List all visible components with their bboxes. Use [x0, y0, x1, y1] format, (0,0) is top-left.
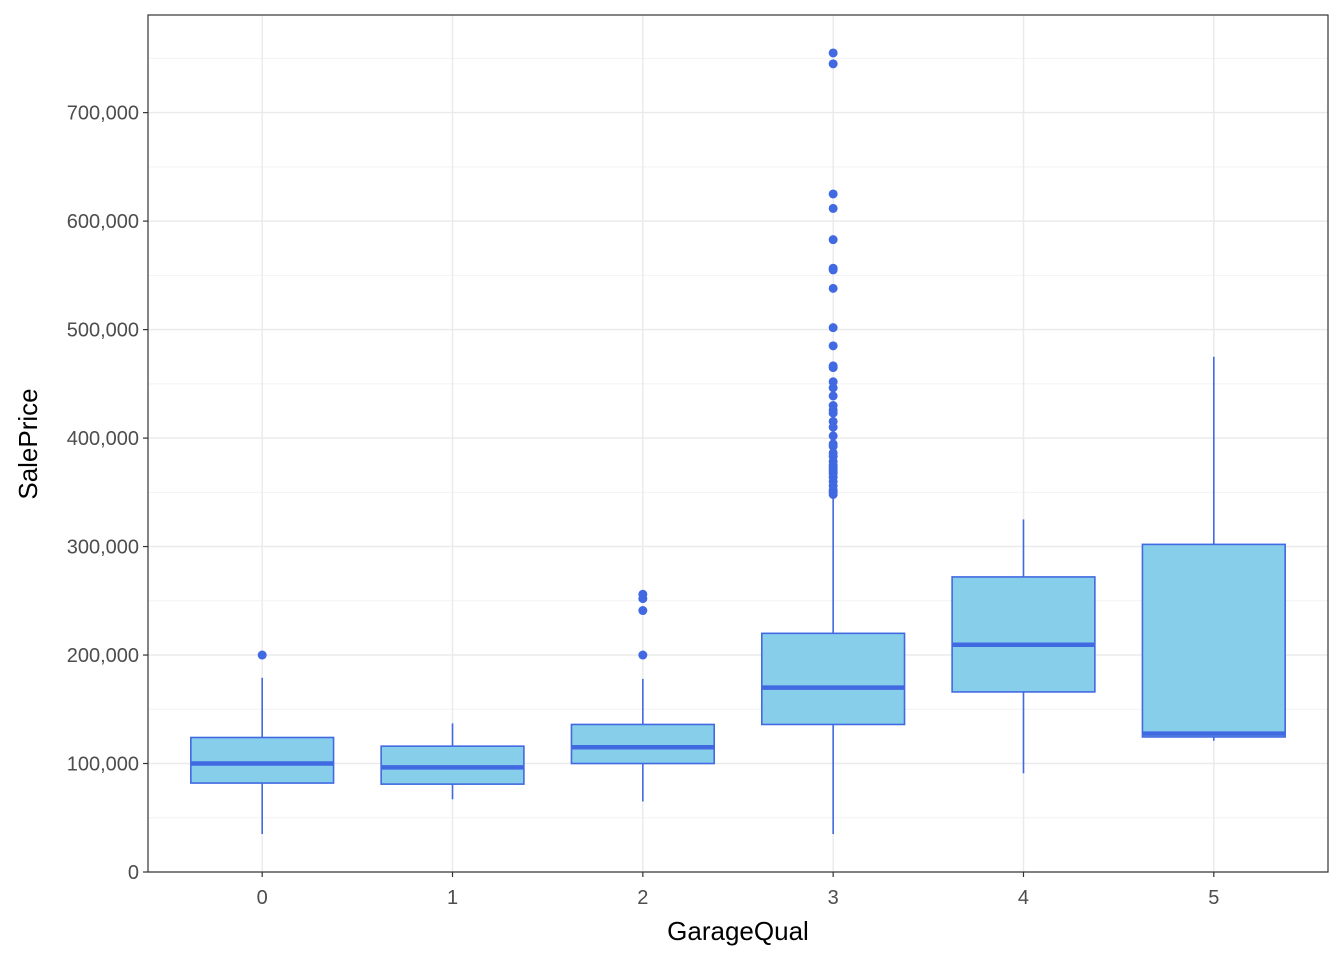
outlier-point — [828, 408, 838, 418]
outlier-point — [257, 650, 267, 660]
outlier-point — [828, 422, 838, 432]
y-tick-label: 0 — [128, 862, 139, 884]
outlier-point — [828, 489, 838, 499]
y-tick-label: 300,000 — [67, 537, 139, 559]
y-tick-label: 100,000 — [67, 754, 139, 776]
iqr-box — [190, 736, 335, 784]
iqr-box — [760, 632, 906, 726]
x-axis: 0 1 2 3 4 5 — [257, 872, 1219, 909]
box-category-2 — [570, 589, 716, 802]
x-tick-label: 0 — [257, 887, 268, 909]
iqr-box — [951, 576, 1096, 693]
outlier-point — [828, 391, 838, 401]
outlier-point — [828, 323, 838, 333]
outlier-point — [828, 265, 838, 275]
outlier-point — [828, 189, 838, 199]
y-tick-label: 700,000 — [67, 103, 139, 125]
outlier-point — [638, 606, 648, 616]
iqr-box — [1141, 543, 1286, 738]
box-category-5 — [1141, 356, 1286, 741]
x-tick-label: 2 — [637, 887, 648, 909]
y-axis-title: SalePrice — [13, 388, 43, 499]
x-tick-label: 4 — [1018, 887, 1029, 909]
boxes — [190, 48, 1286, 835]
y-tick-label: 500,000 — [67, 320, 139, 342]
x-tick-label: 1 — [447, 887, 458, 909]
panel-border — [147, 14, 1329, 873]
iqr-box — [570, 723, 716, 765]
box-category-0 — [190, 650, 335, 835]
outlier-point — [828, 431, 838, 441]
outlier-point — [638, 650, 648, 660]
outlier-point — [828, 341, 838, 351]
box-category-3 — [760, 48, 906, 835]
x-tick-label: 3 — [828, 887, 839, 909]
outlier-point — [828, 48, 838, 58]
x-tick-label: 5 — [1208, 887, 1219, 909]
outlier-point — [828, 363, 838, 373]
y-axis: 0 100,000 200,000 300,000 400,000 500,000 600,… — [67, 103, 148, 884]
y-tick-label: 200,000 — [67, 645, 139, 667]
outlier-point — [828, 203, 838, 213]
outlier-point — [828, 283, 838, 293]
x-axis-title: GarageQual — [667, 916, 809, 946]
box-category-1 — [380, 723, 525, 800]
y-tick-label: 400,000 — [67, 428, 139, 450]
outlier-point — [828, 59, 838, 69]
outlier-point — [638, 589, 648, 599]
y-tick-label: 600,000 — [67, 211, 139, 233]
outlier-point — [828, 441, 838, 451]
outlier-point — [828, 235, 838, 245]
box-category-4 — [951, 519, 1096, 774]
panel-background — [148, 15, 1328, 872]
outlier-point — [828, 383, 838, 393]
